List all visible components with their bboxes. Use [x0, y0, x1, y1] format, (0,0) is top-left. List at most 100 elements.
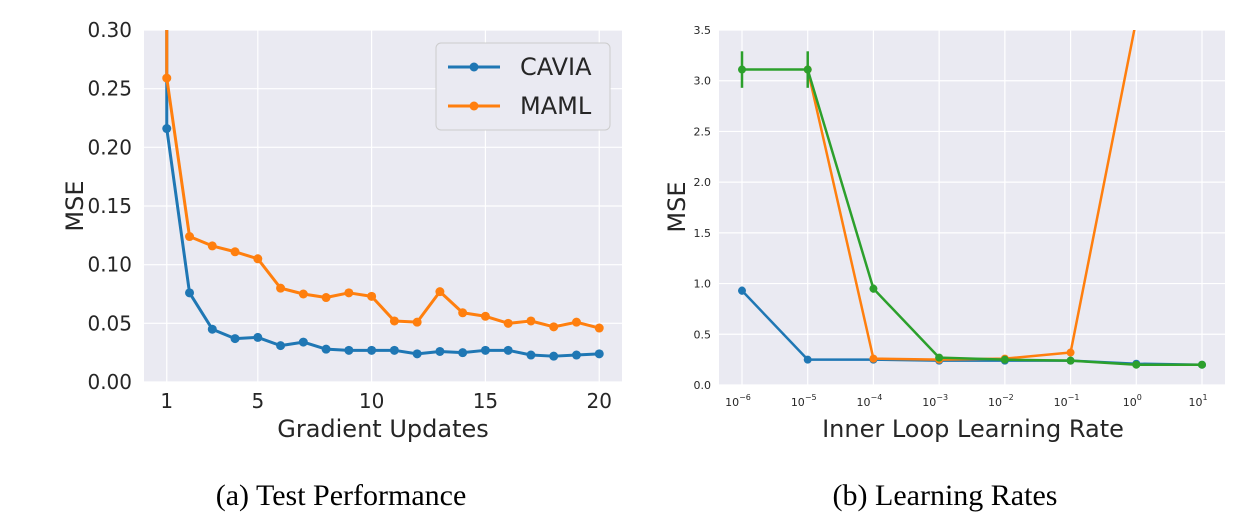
panel-a-y-tick-labels: 0.00 0.05 0.10 0.15 0.20 0.25 0.30 — [87, 18, 132, 394]
panel-a-y-tick-label: 0.00 — [87, 370, 132, 394]
panel-a-y-tick-label: 0.10 — [87, 253, 132, 277]
panel-a-caption: (a) Test Performance — [216, 479, 467, 512]
data-point-green — [1066, 356, 1075, 365]
data-point-maml — [276, 283, 286, 293]
panel-a-y-tick-label: 0.25 — [87, 77, 132, 101]
data-point-orange — [1066, 348, 1075, 357]
panel-a: 0.000.050.100.150.200.250.30 1 5 10 15 20 Gr… — [61, 18, 622, 512]
data-point-cavia — [230, 334, 240, 344]
data-point-blue — [738, 286, 746, 295]
data-point-maml — [480, 311, 490, 321]
panel-b-x-tick-label: 10−5 — [791, 393, 817, 409]
data-point-maml — [298, 289, 308, 299]
data-point-maml — [594, 323, 604, 333]
data-point-green — [869, 284, 878, 293]
panel-b-series — [738, 30, 1206, 369]
panel-a-x-tick-label: 1 — [160, 389, 173, 413]
data-point-maml — [412, 317, 422, 327]
data-point-maml — [207, 241, 217, 251]
panel-b-y-tick-label: 3.5 — [694, 24, 712, 37]
data-point-cavia — [344, 345, 354, 355]
panel-b-gridlines — [719, 29, 1225, 386]
data-point-green — [1132, 360, 1141, 369]
panel-b-y-axis-label: MSE — [663, 181, 691, 232]
panel-b-y-tick-label: 1.5 — [694, 227, 712, 240]
data-point-maml — [253, 254, 263, 264]
data-point-cavia — [276, 341, 286, 351]
data-point-maml — [526, 316, 536, 326]
data-point-cavia — [185, 288, 195, 298]
panel-a-y-axis-label: MSE — [61, 180, 89, 231]
panel-b-y-tick-label: 2.0 — [694, 176, 712, 189]
data-point-cavia — [480, 345, 490, 355]
legend-cavia-marker — [469, 62, 479, 72]
panel-a-y-tick-label: 0.20 — [87, 135, 132, 159]
panel-a-series — [162, 30, 604, 361]
data-point-maml — [321, 293, 331, 303]
legend-maml-marker — [469, 101, 479, 111]
panel-a-x-tick-label: 15 — [473, 389, 498, 413]
legend-maml-label: MAML — [520, 92, 592, 120]
legend: CAVIA MAML — [435, 42, 611, 131]
panel-b-x-tick-label: 101 — [1188, 393, 1207, 409]
panel-b-x-tick-label: 10−2 — [988, 393, 1014, 409]
panel-b-x-tick-label: 10−1 — [1054, 393, 1080, 409]
data-point-green — [738, 65, 746, 74]
panel-b-caption: (b) Learning Rates — [833, 479, 1058, 512]
panel-b-x-tick-label: 100 — [1123, 393, 1142, 409]
panel-a-x-axis-label: Gradient Updates — [277, 415, 489, 443]
panel-b-x-axis-label: Inner Loop Learning Rate — [822, 415, 1124, 443]
data-point-maml — [435, 287, 445, 297]
data-point-blue — [803, 355, 812, 364]
series-line-green — [742, 68, 1202, 366]
data-point-cavia — [389, 345, 399, 355]
data-point-cavia — [458, 348, 468, 358]
legend-cavia-label: CAVIA — [520, 53, 592, 81]
data-point-orange — [869, 354, 878, 363]
panel-b-x-tick-label: 10−6 — [725, 393, 751, 409]
panel-b-y-tick-label: 2.5 — [694, 125, 712, 138]
data-point-green — [1000, 355, 1009, 364]
panel-a-y-tick-label: 0.30 — [87, 18, 132, 42]
data-point-maml — [549, 322, 559, 332]
data-point-green — [935, 353, 944, 362]
panel-b-plot-area — [719, 30, 1225, 385]
data-point-maml — [389, 316, 399, 326]
data-point-maml — [367, 291, 377, 301]
panel-b-x-tick-label: 10−4 — [857, 393, 883, 409]
panel-b: 0.00.51.01.52.02.53.03.5 10−6 10−5 10−4 10−… — [663, 24, 1225, 512]
data-point-cavia — [503, 345, 513, 355]
panel-b-y-tick-label: 3.0 — [694, 75, 712, 88]
data-point-green — [803, 65, 812, 74]
data-point-green — [1198, 360, 1206, 369]
data-point-maml — [344, 288, 354, 298]
data-point-cavia — [435, 346, 445, 356]
legend-box — [435, 42, 611, 131]
panel-b-x-tick-label: 10−3 — [922, 393, 948, 409]
data-point-cavia — [207, 324, 217, 334]
data-point-cavia — [526, 350, 536, 360]
panel-a-y-tick-label: 0.15 — [87, 194, 132, 218]
panel-a-x-tick-label: 20 — [587, 389, 612, 413]
panel-b-x-tick-labels: 10−6 10−5 10−4 10−3 10−2 10−1 100 101 — [725, 393, 1207, 409]
data-point-maml — [503, 318, 513, 328]
data-point-cavia — [162, 124, 172, 134]
data-point-cavia — [253, 332, 263, 342]
panel-b-y-tick-label: 0.0 — [694, 379, 712, 392]
data-point-cavia — [321, 344, 331, 354]
panel-a-x-tick-label: 10 — [359, 389, 384, 413]
panel-a-y-tick-label: 0.05 — [87, 311, 132, 335]
data-point-cavia — [412, 349, 422, 359]
data-point-cavia — [298, 337, 308, 347]
panel-a-x-tick-labels: 1 5 10 15 20 — [160, 389, 612, 413]
data-point-cavia — [549, 351, 559, 361]
data-point-maml — [458, 308, 468, 318]
data-point-maml — [185, 232, 195, 242]
data-point-maml — [162, 73, 172, 83]
panel-b-y-tick-label: 0.5 — [694, 328, 712, 341]
data-point-cavia — [367, 345, 377, 355]
panel-b-y-tick-labels: 0.0 0.5 1.0 1.5 2.0 2.5 3.0 3.5 — [694, 24, 712, 392]
data-point-cavia — [594, 349, 604, 359]
data-point-maml — [230, 247, 240, 257]
